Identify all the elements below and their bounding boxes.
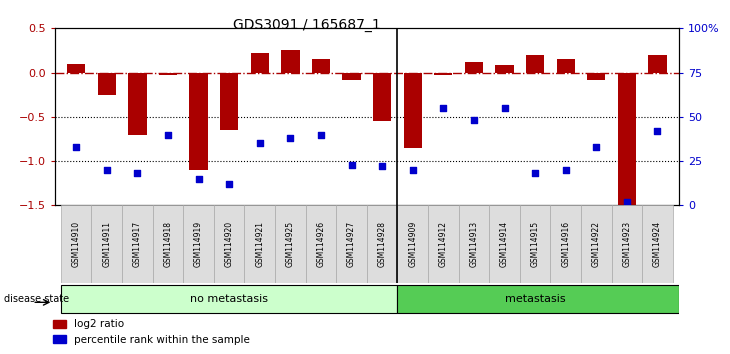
Point bbox=[285, 135, 296, 141]
Legend: log2 ratio, percentile rank within the sample: log2 ratio, percentile rank within the s… bbox=[49, 315, 254, 349]
Bar bbox=[159, 73, 177, 75]
Point bbox=[560, 167, 572, 173]
Point bbox=[315, 132, 327, 137]
Text: metastasis: metastasis bbox=[504, 294, 566, 304]
Text: GSM114911: GSM114911 bbox=[102, 221, 111, 267]
Text: GDS3091 / 165687_1: GDS3091 / 165687_1 bbox=[233, 18, 380, 32]
Bar bbox=[526, 55, 545, 73]
FancyBboxPatch shape bbox=[458, 205, 489, 283]
FancyBboxPatch shape bbox=[367, 205, 397, 283]
Text: GSM114912: GSM114912 bbox=[439, 221, 447, 267]
Bar bbox=[587, 73, 605, 80]
Bar bbox=[434, 73, 453, 75]
Bar bbox=[250, 53, 269, 73]
Point bbox=[652, 128, 664, 134]
FancyBboxPatch shape bbox=[61, 205, 91, 283]
Point bbox=[621, 199, 633, 205]
Text: GSM114915: GSM114915 bbox=[531, 221, 539, 267]
Text: GSM114920: GSM114920 bbox=[225, 221, 234, 267]
Point bbox=[131, 171, 143, 176]
Point bbox=[346, 162, 358, 167]
Text: GSM114916: GSM114916 bbox=[561, 221, 570, 267]
Text: GSM114917: GSM114917 bbox=[133, 221, 142, 267]
FancyBboxPatch shape bbox=[183, 205, 214, 283]
FancyBboxPatch shape bbox=[306, 205, 337, 283]
Point bbox=[254, 141, 266, 146]
FancyBboxPatch shape bbox=[581, 205, 612, 283]
Bar bbox=[189, 73, 208, 170]
Bar bbox=[648, 55, 666, 73]
Text: GSM114919: GSM114919 bbox=[194, 221, 203, 267]
FancyBboxPatch shape bbox=[337, 205, 367, 283]
Point bbox=[101, 167, 112, 173]
FancyBboxPatch shape bbox=[91, 205, 122, 283]
Point bbox=[162, 132, 174, 137]
FancyBboxPatch shape bbox=[520, 205, 550, 283]
Point bbox=[591, 144, 602, 150]
Bar bbox=[312, 59, 330, 73]
Bar bbox=[98, 73, 116, 95]
FancyBboxPatch shape bbox=[612, 205, 642, 283]
Point bbox=[407, 167, 418, 173]
FancyBboxPatch shape bbox=[397, 205, 428, 283]
FancyBboxPatch shape bbox=[275, 205, 306, 283]
Text: GSM114921: GSM114921 bbox=[255, 221, 264, 267]
Text: GSM114925: GSM114925 bbox=[286, 221, 295, 267]
Bar bbox=[618, 73, 636, 210]
FancyBboxPatch shape bbox=[428, 205, 458, 283]
Bar bbox=[496, 65, 514, 73]
Point bbox=[376, 164, 388, 169]
Point bbox=[468, 118, 480, 123]
Bar bbox=[128, 73, 147, 135]
Point bbox=[529, 171, 541, 176]
Text: GSM114913: GSM114913 bbox=[469, 221, 478, 267]
FancyBboxPatch shape bbox=[214, 205, 245, 283]
Point bbox=[499, 105, 510, 111]
Text: GSM114926: GSM114926 bbox=[316, 221, 326, 267]
FancyBboxPatch shape bbox=[245, 205, 275, 283]
Text: GSM114914: GSM114914 bbox=[500, 221, 509, 267]
Bar bbox=[281, 51, 299, 73]
Text: GSM114918: GSM114918 bbox=[164, 221, 172, 267]
Text: GSM114927: GSM114927 bbox=[347, 221, 356, 267]
Text: GSM114924: GSM114924 bbox=[653, 221, 662, 267]
Bar bbox=[67, 64, 85, 73]
Text: GSM114922: GSM114922 bbox=[592, 221, 601, 267]
FancyBboxPatch shape bbox=[397, 285, 679, 314]
FancyBboxPatch shape bbox=[642, 205, 673, 283]
Point bbox=[437, 105, 449, 111]
Text: no metastasis: no metastasis bbox=[190, 294, 268, 304]
Bar bbox=[465, 62, 483, 73]
Text: GSM114923: GSM114923 bbox=[623, 221, 631, 267]
Point bbox=[70, 144, 82, 150]
FancyBboxPatch shape bbox=[61, 285, 397, 314]
Bar bbox=[556, 59, 575, 73]
FancyBboxPatch shape bbox=[489, 205, 520, 283]
Point bbox=[223, 181, 235, 187]
Text: disease state: disease state bbox=[4, 294, 69, 304]
Text: GSM114910: GSM114910 bbox=[72, 221, 81, 267]
Bar bbox=[220, 73, 238, 130]
FancyBboxPatch shape bbox=[550, 205, 581, 283]
Text: GSM114909: GSM114909 bbox=[408, 221, 418, 267]
Bar bbox=[404, 73, 422, 148]
Point bbox=[193, 176, 204, 182]
FancyBboxPatch shape bbox=[153, 205, 183, 283]
Bar bbox=[342, 73, 361, 80]
FancyBboxPatch shape bbox=[122, 205, 153, 283]
Bar bbox=[373, 73, 391, 121]
Text: GSM114928: GSM114928 bbox=[377, 221, 387, 267]
